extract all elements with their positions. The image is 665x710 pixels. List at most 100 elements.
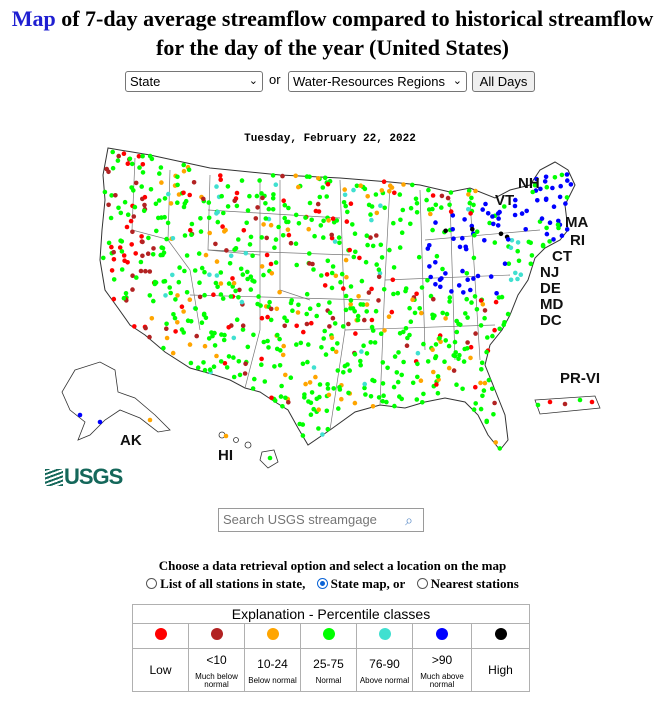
station-dot[interactable] [239,299,245,305]
station-dot[interactable] [342,187,348,192]
station-dot[interactable] [233,288,238,294]
station-dot[interactable] [171,312,176,317]
station-dot[interactable] [559,233,565,238]
station-dot[interactable] [489,386,495,392]
station-dot[interactable] [213,280,219,286]
station-dot[interactable] [109,268,115,273]
station-dot[interactable] [220,224,225,229]
station-dot[interactable] [414,210,420,215]
station-dot[interactable] [267,299,272,305]
usgs-logo[interactable]: USGS [45,464,123,490]
station-dot[interactable] [163,293,168,298]
station-dot[interactable] [513,197,518,203]
station-dot[interactable] [158,165,164,170]
station-dot[interactable] [191,180,197,185]
station-dot[interactable] [538,186,543,192]
station-dot[interactable] [473,384,478,390]
station-dot[interactable] [558,183,563,189]
station-dot[interactable] [322,283,328,288]
station-dot[interactable] [296,184,301,190]
station-dot[interactable] [139,234,144,239]
station-dot[interactable] [344,274,349,280]
station-dot[interactable] [116,153,121,159]
station-dot[interactable] [358,302,364,307]
station-dot[interactable] [140,153,145,159]
station-dot[interactable] [497,446,503,451]
station-dot[interactable] [352,400,358,406]
station-dot[interactable] [240,327,246,332]
station-dot[interactable] [502,261,508,266]
station-dot[interactable] [195,365,201,370]
station-dot[interactable] [464,271,470,276]
station-dot[interactable] [372,340,378,345]
station-dot[interactable] [170,272,175,278]
station-dot[interactable] [502,204,507,209]
station-dot[interactable] [111,277,117,282]
station-dot[interactable] [412,310,418,316]
station-dot[interactable] [170,236,176,241]
station-dot[interactable] [479,360,485,366]
station-dot[interactable] [421,341,426,347]
station-dot[interactable] [483,201,488,207]
station-dot[interactable] [362,381,368,387]
station-dot[interactable] [369,286,374,292]
station-dot[interactable] [245,208,251,213]
station-dot[interactable] [482,308,488,313]
station-dot[interactable] [222,361,228,366]
station-dot[interactable] [417,306,423,311]
station-dot[interactable] [493,440,499,445]
station-dot[interactable] [405,335,410,341]
station-dot[interactable] [435,374,441,379]
station-dot[interactable] [433,282,438,287]
station-dot[interactable] [556,218,561,224]
station-dot[interactable] [221,337,227,343]
station-dot[interactable] [237,372,243,378]
station-dot[interactable] [260,195,265,201]
station-dot[interactable] [453,350,459,355]
station-dot[interactable] [462,217,467,222]
station-dot[interactable] [428,211,433,217]
map-link[interactable]: Map [11,6,56,31]
station-dot[interactable] [164,335,170,341]
station-dot[interactable] [168,201,174,206]
station-dot[interactable] [430,206,435,212]
station-dot[interactable] [447,295,453,300]
station-dot[interactable] [382,328,387,333]
station-dot[interactable] [474,229,480,234]
station-dot[interactable] [185,318,191,323]
station-dot[interactable] [363,392,368,397]
station-dot[interactable] [443,338,449,343]
station-dot[interactable] [237,287,242,293]
station-dot[interactable] [202,367,208,373]
station-dot[interactable] [491,412,496,417]
station-dot[interactable] [140,170,146,175]
station-dot[interactable] [450,213,456,218]
station-dot[interactable] [312,233,317,239]
station-dot[interactable] [499,294,505,300]
station-dot[interactable] [370,328,376,333]
station-dot[interactable] [263,216,269,221]
station-dot[interactable] [314,313,320,319]
station-dot[interactable] [443,271,448,276]
station-dot[interactable] [399,230,405,235]
station-dot[interactable] [339,271,345,277]
station-dot[interactable] [463,311,468,316]
station-dot[interactable] [251,332,256,338]
station-dot[interactable] [181,309,186,314]
station-dot[interactable] [341,286,346,291]
station-dot[interactable] [344,219,350,224]
station-dot[interactable] [259,235,264,240]
station-dot[interactable] [189,232,194,237]
station-dot[interactable] [380,360,386,365]
station-dot[interactable] [418,378,424,383]
station-dot[interactable] [529,253,535,258]
station-dot[interactable] [166,191,171,197]
station-dot[interactable] [540,243,546,249]
station-dot[interactable] [543,174,549,180]
station-dot[interactable] [473,401,479,406]
station-dot[interactable] [261,222,266,227]
station-dot[interactable] [457,244,463,250]
station-dot[interactable] [298,340,304,346]
station-dot[interactable] [137,165,142,170]
station-dot[interactable] [364,351,370,356]
